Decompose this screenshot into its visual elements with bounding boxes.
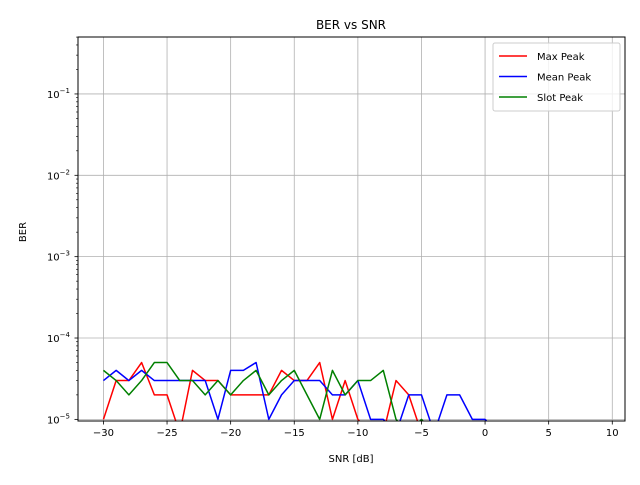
axis-ticks: −30 −25 −20 −15 −10 −5 0 5 1010−110−210−310−410−… [47,36,619,439]
series-line-max-peak [102,361,419,421]
y-tick-base: 10 [47,253,60,264]
legend-label: Max Peak [537,52,585,63]
y-tick-label: 10−2 [47,168,70,182]
x-axis-label: SNR [dB] [329,454,374,465]
y-tick-exponent: −4 [60,331,71,339]
chart-title: BER vs SNR [316,18,386,32]
y-tick-base: 10 [47,334,60,345]
x-tick-label: −25 [156,428,177,439]
y-tick-base: 10 [47,171,60,182]
x-tick-label: −5 [414,428,429,439]
x-tick-label: −30 [93,428,114,439]
y-tick-base: 10 [47,90,60,101]
x-tick-label: −10 [347,428,368,439]
x-tick-label: 10 [606,428,619,439]
legend-box [492,42,621,112]
x-tick-label: 0 [482,428,488,439]
y-tick-label: 10−1 [47,87,70,101]
y-tick-base: 10 [47,415,60,426]
legend-label: Slot Peak [537,93,583,104]
series-line-slot-peak [102,361,425,421]
y-tick-exponent: −3 [60,250,70,258]
y-tick-exponent: −5 [60,412,70,420]
y-tick-exponent: −1 [60,87,70,95]
x-tick-label: −20 [220,428,241,439]
series-lines [102,361,488,421]
plot-frame [77,36,626,422]
y-axis-label: BER [18,222,29,242]
legend: Max Peak Mean Peak Slot Peak [492,42,621,112]
x-tick-label: 5 [545,428,551,439]
y-tick-label: 10−5 [47,412,70,426]
y-tick-exponent: −2 [60,168,70,176]
y-tick-label: 10−3 [47,250,70,264]
legend-label: Mean Peak [537,73,591,84]
y-tick-label: 10−4 [47,331,71,345]
x-tick-label: −15 [284,428,305,439]
